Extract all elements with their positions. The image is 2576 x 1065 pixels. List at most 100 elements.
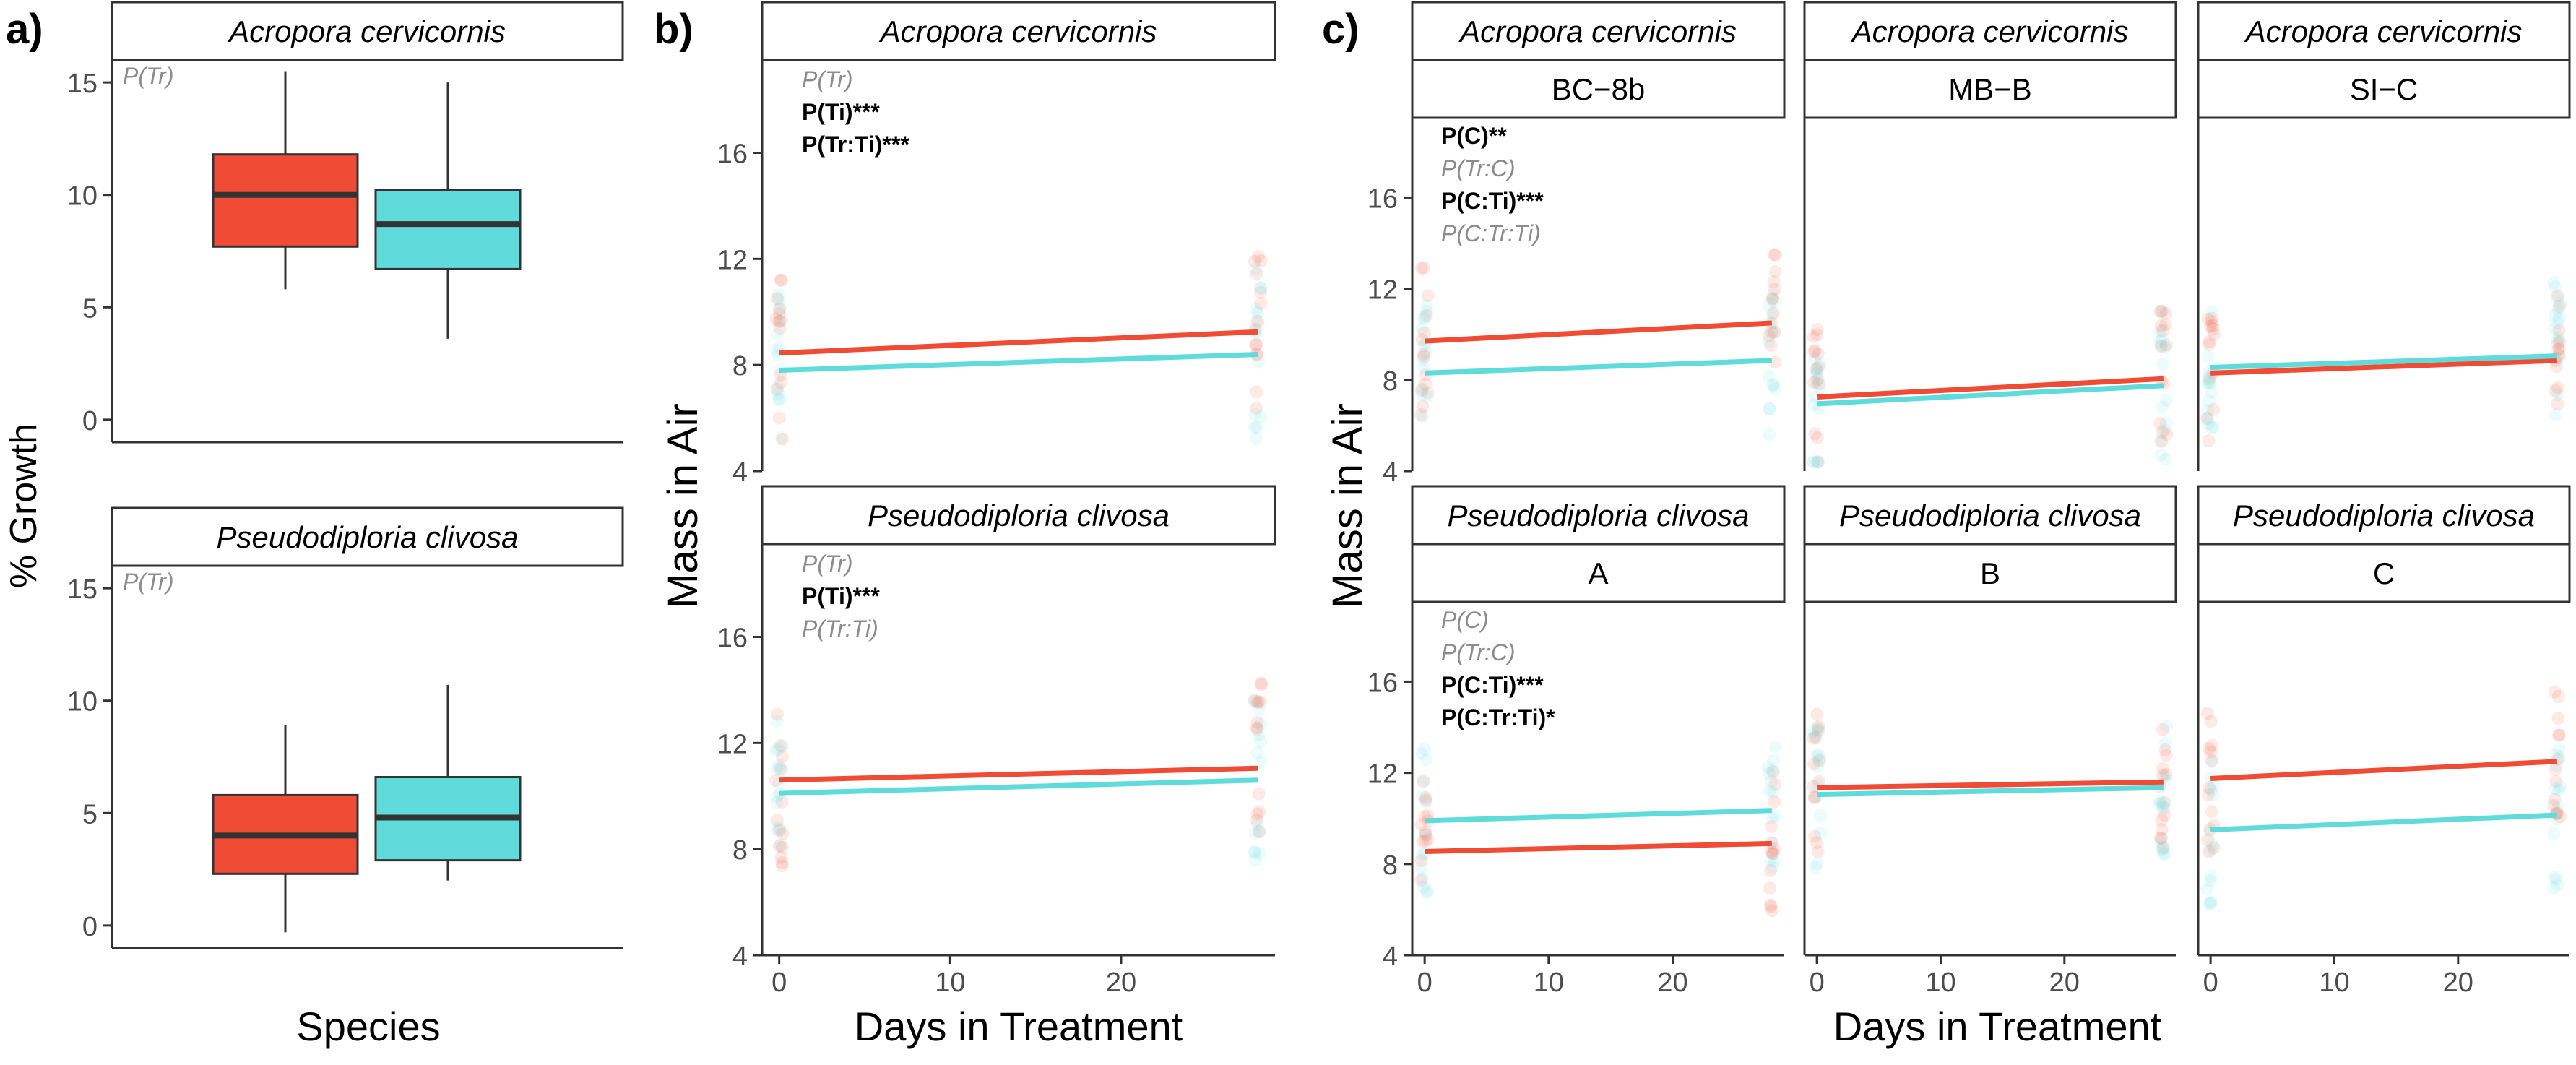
panel-c-facet-4-point bbox=[2155, 813, 2169, 827]
panel-c-facet-5-point bbox=[2206, 788, 2220, 801]
panel-b-y-tick-label: 12 bbox=[717, 729, 748, 759]
panel-c-facet-4-point bbox=[2158, 795, 2171, 809]
panel-c-facet-4-point bbox=[1811, 723, 1825, 737]
panel-c-facet-3-point bbox=[1761, 761, 1775, 775]
panel-b-facet-0-point bbox=[1254, 281, 1268, 295]
panel-c-facet-1-point bbox=[1807, 330, 1820, 344]
panel-b-facet-1-point bbox=[771, 707, 785, 721]
panel-c-facet-5-point bbox=[2203, 897, 2216, 910]
panel-c-facet-1-point bbox=[1813, 357, 1827, 371]
panel-c-facet-1-point bbox=[1811, 366, 1825, 379]
panel-c-facet-5-point bbox=[2203, 781, 2216, 795]
panel-c-strip-species-5-box bbox=[2197, 485, 2571, 546]
panel-b-facet-1-point bbox=[776, 740, 790, 754]
panel-c-facet-0-point bbox=[1765, 308, 1779, 322]
panel-c-facet-0-point bbox=[1767, 275, 1781, 289]
panel-b-y-tick-label: 8 bbox=[732, 835, 748, 866]
panel-c-facet-1-point bbox=[1812, 360, 1825, 374]
panel-c-facet-0-point bbox=[1768, 265, 1782, 279]
panel-b-facet-1-point bbox=[1252, 728, 1266, 742]
panel-c-facet-4-point bbox=[2156, 847, 2170, 861]
panel-c-facet-4-point bbox=[1807, 829, 1821, 843]
panel-c-facet-3-point bbox=[1768, 795, 1781, 809]
panel-b-facet-1-point bbox=[1248, 694, 1261, 708]
panel-b-facet-1-point bbox=[1254, 755, 1268, 769]
panel-c-facet-2-point bbox=[2201, 404, 2215, 418]
panel-c-facet-2-point bbox=[2202, 434, 2216, 448]
panel-a-y-tick-label: 10 bbox=[67, 181, 98, 212]
panel-c-facet-5-point bbox=[2554, 780, 2567, 793]
panel-c-facet-1-point bbox=[1810, 323, 1824, 337]
panel-b-facet-0-point bbox=[1251, 249, 1265, 263]
panel-c-facet-3-point bbox=[1763, 881, 1777, 895]
panel-c-facet-5-point bbox=[2205, 738, 2218, 752]
panel-c-facet-3-point bbox=[1765, 811, 1779, 825]
panel-c-facet-2-point bbox=[2552, 311, 2566, 325]
panel-c-facet-3-point bbox=[1763, 863, 1777, 877]
panel-b-facet-0-point bbox=[774, 273, 788, 287]
panel-c-facet-3-point bbox=[1417, 880, 1430, 894]
panel-b-facet-1-point bbox=[1250, 723, 1264, 736]
panel-b-facet-0-point bbox=[771, 392, 785, 406]
panel-c-facet-1-point bbox=[2153, 417, 2167, 431]
panel-b-ylabel: Mass in Air bbox=[660, 403, 706, 608]
panel-c-x-tick-label: 0 bbox=[2203, 967, 2218, 998]
panel-b-trend-red bbox=[779, 765, 1258, 783]
panel-c-facet-3-point bbox=[1417, 775, 1430, 789]
panel-b-facet-0-point bbox=[771, 387, 785, 400]
panel-b-facet-1-point bbox=[1250, 817, 1264, 831]
panel-c-facet-1-point bbox=[1810, 362, 1823, 376]
panel-c-facet-5-point bbox=[2547, 798, 2561, 812]
panel-b-facet-1-point bbox=[1253, 825, 1266, 839]
panel-c-facet-1-point bbox=[2158, 318, 2172, 332]
panel-c-facet-2-point bbox=[2203, 377, 2216, 391]
panel-c-facet-2-point bbox=[2206, 322, 2220, 336]
panel-c-facet-4-point bbox=[1810, 836, 1823, 850]
panel-c-facet-5-point bbox=[2205, 755, 2218, 769]
panel-b-facet-0-point bbox=[1254, 254, 1268, 267]
panel-c-y-tick-label: 16 bbox=[1367, 184, 1398, 214]
panel-c-facet-0-point bbox=[1763, 428, 1776, 441]
panel-c-facet-2-point bbox=[2549, 384, 2562, 397]
panel-a-tag: a) bbox=[6, 6, 43, 53]
panel-b-trend-cyan bbox=[779, 351, 1258, 374]
panel-b-facet-0-point bbox=[775, 313, 789, 327]
panel-c-facet-1-point bbox=[1812, 455, 1825, 469]
panel-c-facet-0-point bbox=[1766, 288, 1780, 301]
panel-c-strip-species-3-box bbox=[1411, 485, 1786, 546]
panel-c-facet-2-point bbox=[2203, 375, 2217, 389]
panel-b-facet-1-point bbox=[770, 715, 784, 728]
panel-b-facet-1-point bbox=[1251, 694, 1265, 708]
panel-c-facet-4-point bbox=[1813, 827, 1827, 840]
panel-c-y-tick-label: 12 bbox=[1367, 759, 1398, 790]
panel-c-facet-2-point bbox=[2206, 402, 2220, 416]
panel-c-facet-2-point bbox=[2203, 319, 2217, 333]
panel-c-facet-2-point bbox=[2201, 312, 2215, 326]
panel-b-facet-1-point bbox=[775, 795, 789, 809]
panel-c-facet-2-point bbox=[2200, 412, 2214, 426]
panel-c-facet-2-point bbox=[2205, 385, 2218, 399]
panel-b-facet-1-point bbox=[1254, 735, 1268, 749]
panel-c-stat-0: P(C) bbox=[1441, 607, 1489, 633]
panel-b-facet-0-point bbox=[1250, 421, 1264, 434]
panel-c-strip-species-1: Acropora cervicornis bbox=[1850, 14, 2129, 48]
panel-c-facet-2-point bbox=[2551, 333, 2564, 347]
panel-c-facet-4-point bbox=[1813, 752, 1827, 766]
panel-c-facet-2-point bbox=[2205, 311, 2218, 325]
panel-c-x-tick-label: 20 bbox=[2443, 967, 2473, 998]
panel-c-trend-cyan bbox=[2210, 812, 2558, 832]
panel-c-trend-red bbox=[2210, 759, 2558, 781]
panel-c-facet-2-point bbox=[2203, 335, 2216, 348]
panel-c-stat-3: P(C:Tr:Ti) bbox=[1441, 220, 1541, 246]
panel-c-facet-4-point bbox=[2156, 800, 2169, 814]
panel-b-facet-0-point bbox=[774, 314, 787, 328]
panel-c-facet-0-point bbox=[1417, 261, 1431, 275]
panel-c-strip-species-3: Pseudodiploria clivosa bbox=[1448, 499, 1750, 532]
panel-c-xlabel: Days in Treatment bbox=[1833, 1004, 2162, 1049]
panel-b-stat-2: P(Tr:Ti) bbox=[802, 616, 878, 642]
panel-c-facet-4-point bbox=[2153, 831, 2167, 845]
panel-c-facet-5-point bbox=[2549, 775, 2563, 788]
panel-c-facet-4-point bbox=[2156, 768, 2169, 782]
panel-c-facet-1-point bbox=[2154, 319, 2168, 332]
panel-c-facet-1-point bbox=[2159, 393, 2173, 407]
